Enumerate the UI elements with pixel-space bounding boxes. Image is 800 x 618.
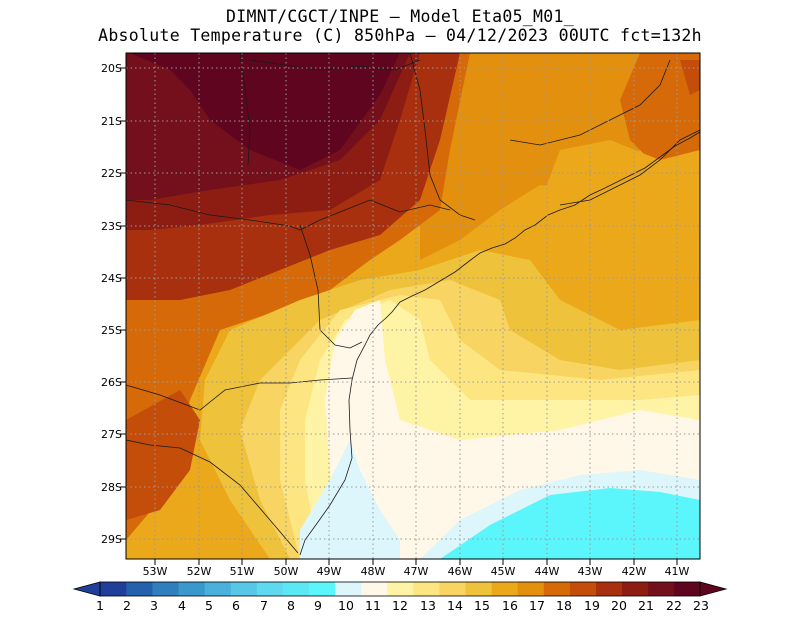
lon-label: 44W <box>534 565 560 578</box>
colorbar-swatch <box>543 582 570 596</box>
lat-label: 24S <box>101 272 122 285</box>
lat-label: 28S <box>101 481 122 494</box>
lat-label: 25S <box>101 324 122 337</box>
colorbar-label: 23 <box>693 598 709 613</box>
colorbar-swatch <box>386 582 414 596</box>
temperature-field <box>126 53 700 559</box>
colorbar-swatch <box>308 582 336 596</box>
colorbar-label: 15 <box>474 598 490 613</box>
colorbar-label: 6 <box>232 598 240 613</box>
colorbar-label: 10 <box>338 598 354 613</box>
colorbar-swatch <box>621 582 649 596</box>
map-frame <box>125 52 701 560</box>
colorbar-label: 3 <box>150 598 158 613</box>
colorbar-swatch <box>256 582 283 596</box>
lat-label: 22S <box>101 167 122 180</box>
colorbar-high-arrow <box>699 581 728 597</box>
colorbar-label: 16 <box>502 598 518 613</box>
colorbar-swatch <box>569 582 596 596</box>
lon-label: 48W <box>360 565 386 578</box>
lon-label: 50W <box>273 565 299 578</box>
lon-label: 51W <box>229 565 255 578</box>
colorbar-label: 4 <box>178 598 186 613</box>
colorbar-swatch <box>673 582 701 596</box>
colorbar-label: 12 <box>392 598 408 613</box>
colorbar-swatch <box>152 582 179 596</box>
title-line-2: Absolute Temperature (C) 850hPa – 04/12/… <box>98 26 702 45</box>
colorbar-label: 9 <box>314 598 322 613</box>
colorbar-label: 5 <box>205 598 213 613</box>
colorbar-swatch <box>491 582 518 596</box>
colorbar-swatch <box>465 582 492 596</box>
lon-label: 47W <box>403 565 429 578</box>
colorbar-swatch <box>230 582 257 596</box>
lon-label: 46W <box>447 565 473 578</box>
axis-ticks <box>120 67 678 565</box>
lon-label: 41W <box>664 565 690 578</box>
title-line-1: DIMNT/CGCT/INPE – Model Eta05_M01_ <box>226 7 574 26</box>
colorbar-swatch <box>204 582 231 596</box>
colorbar-swatch <box>360 582 388 596</box>
lat-label: 27S <box>101 428 122 441</box>
lon-label: 52W <box>186 565 212 578</box>
colorbar-label: 19 <box>584 598 600 613</box>
colorbar-swatch <box>334 582 362 596</box>
colorbar-label: 18 <box>556 598 572 613</box>
colorbar-swatch <box>126 582 153 596</box>
colorbar-swatch <box>517 582 544 596</box>
colorbar-label: 1 <box>96 598 104 613</box>
colorbar-label: 8 <box>287 598 295 613</box>
colorbar-frame <box>99 581 701 597</box>
lon-label: 43W <box>577 565 603 578</box>
graticule <box>126 53 700 559</box>
colorbar-label: 13 <box>420 598 436 613</box>
colorbar-swatch <box>439 582 466 596</box>
lat-label: 20S <box>101 62 122 75</box>
colorbar-swatch <box>100 582 127 596</box>
colorbar-swatch <box>178 582 205 596</box>
colorbar-label: 11 <box>365 598 381 613</box>
lon-label: 53W <box>142 565 168 578</box>
colorbar-label: 7 <box>260 598 268 613</box>
colorbar <box>72 581 728 597</box>
lon-label: 45W <box>490 565 516 578</box>
colorbar-swatch <box>647 582 675 596</box>
colorbar-low-arrow <box>72 581 101 597</box>
lat-label: 21S <box>101 115 122 128</box>
colorbar-label: 2 <box>123 598 131 613</box>
colorbar-label: 14 <box>447 598 463 613</box>
colorbar-swatch <box>282 582 309 596</box>
colorbar-label: 22 <box>666 598 682 613</box>
colorbar-swatch <box>595 582 623 596</box>
colorbar-label: 17 <box>529 598 545 613</box>
colorbar-label: 21 <box>638 598 654 613</box>
lon-label: 42W <box>621 565 647 578</box>
lat-label: 29S <box>101 533 122 546</box>
lat-label: 26S <box>101 376 122 389</box>
colorbar-label: 20 <box>611 598 627 613</box>
colorbar-swatch <box>413 582 440 596</box>
lon-label: 49W <box>316 565 342 578</box>
lat-label: 23S <box>101 220 122 233</box>
